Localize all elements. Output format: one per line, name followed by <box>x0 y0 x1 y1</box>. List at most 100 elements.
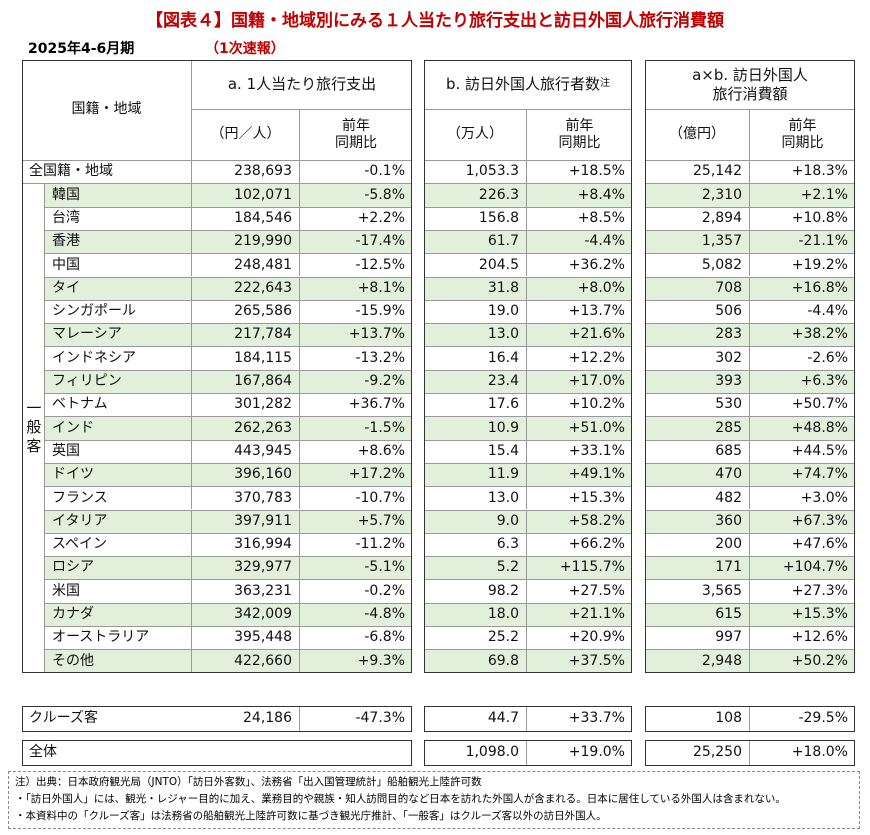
group-border <box>22 60 412 673</box>
cell: 24,186 <box>192 706 300 732</box>
cell: +27.5% <box>527 579 632 602</box>
row-label: 台湾 <box>45 206 192 230</box>
row-label: ロシア <box>45 556 192 580</box>
row-label: イタリア <box>45 509 192 533</box>
header-cell: （円／人） <box>192 110 300 160</box>
cell: +15.3% <box>750 602 855 626</box>
cell: 370,783 <box>192 486 300 510</box>
cell: -5.8% <box>300 183 412 207</box>
cell: 1,357 <box>645 229 750 254</box>
notes-box: 注）出典：日本政府観光局（JNTO）「訪日外客数」、法務省「出入国管理統計」船舶… <box>8 771 860 829</box>
header-cell: 国籍・地域 <box>22 60 192 160</box>
cell: -47.3% <box>355 710 405 727</box>
note: ・本資料中の「クルーズ客」は法務省の船舶観光上陸許可数に基づき観光庁推計、「一般… <box>15 810 607 822</box>
row-label: 香港 <box>45 229 192 254</box>
cell: 184,115 <box>192 346 300 370</box>
cell: 265,586 <box>192 299 300 324</box>
cell: 615 <box>645 602 750 626</box>
cell: 1,098.0 <box>424 740 527 766</box>
cell: -15.9% <box>300 299 412 323</box>
cell: 167,864 <box>192 369 300 393</box>
cell: -10.7% <box>300 486 412 509</box>
cell: +58.2% <box>527 509 632 533</box>
status: （1次速報） <box>205 41 285 57</box>
row-label: フィリピン <box>45 369 192 393</box>
cell: 204.5 <box>424 253 527 277</box>
cell: +18.3% <box>750 160 855 183</box>
cell: 19.0 <box>424 299 527 324</box>
row-label: シンガポール <box>45 299 192 324</box>
cell: 283 <box>645 323 750 347</box>
group-border <box>645 60 855 673</box>
cell: 9.0 <box>424 509 527 533</box>
title: 【図表４】国籍・地域別にみる１人当たり旅行支出と訪日外国人旅行消費額 <box>146 11 724 31</box>
header-cell: a×b. 訪日外国人 旅行消費額 <box>645 60 855 110</box>
cell: +2.2% <box>300 206 412 230</box>
cell: 342,009 <box>192 602 300 626</box>
cell: -4.8% <box>300 602 412 626</box>
cell: +18.5% <box>527 160 632 183</box>
cell: 16.4 <box>424 346 527 370</box>
cell: -0.2% <box>300 579 412 602</box>
cell: 13.0 <box>424 486 527 510</box>
cell: 31.8 <box>424 276 527 300</box>
cell: +36.7% <box>300 393 412 416</box>
group-border <box>645 740 855 766</box>
row-label: その他 <box>45 649 192 673</box>
cell: 17.6 <box>424 393 527 417</box>
cell: 470 <box>645 462 750 487</box>
cell: +19.2% <box>750 253 855 276</box>
cell: +18.0% <box>791 744 848 761</box>
cell: 69.8 <box>424 649 527 673</box>
cell: 396,160 <box>192 462 300 487</box>
cell: 108 <box>645 706 750 732</box>
row-label: 全体 <box>29 744 57 761</box>
cell: 329,977 <box>192 556 300 580</box>
cell: +74.7% <box>750 462 855 487</box>
cell: 222,643 <box>192 276 300 300</box>
cell: 301,282 <box>192 393 300 417</box>
cell: 217,784 <box>192 323 300 347</box>
cell: 997 <box>645 626 750 650</box>
row-label: スペイン <box>45 532 192 557</box>
group-border <box>424 740 632 766</box>
cell: 360 <box>645 509 750 533</box>
cell: +21.6% <box>527 323 632 347</box>
cell: 1,053.3 <box>424 160 527 184</box>
cell: 102,071 <box>192 183 300 207</box>
cell: +10.2% <box>527 393 632 416</box>
cell: +20.9% <box>527 626 632 649</box>
cell: -9.2% <box>300 369 412 393</box>
cell: +13.7% <box>527 299 632 323</box>
cell: +10.8% <box>750 206 855 230</box>
row-label: フランス <box>45 486 192 510</box>
cell: +51.0% <box>527 416 632 440</box>
cell: -0.1% <box>300 160 412 183</box>
cell: +17.2% <box>300 462 412 487</box>
cell: 184,546 <box>192 206 300 230</box>
row-label: 中国 <box>45 253 192 277</box>
header-cell: 前年 同期比 <box>558 117 601 152</box>
cell: +50.7% <box>750 393 855 416</box>
cell: 25.2 <box>424 626 527 650</box>
cell: 443,945 <box>192 439 300 463</box>
cell: +5.7% <box>300 509 412 533</box>
cell: 5.2 <box>424 556 527 580</box>
cell: -5.1% <box>300 556 412 580</box>
cell: 397,911 <box>192 509 300 533</box>
row-label: インド <box>45 416 192 440</box>
cell: +66.2% <box>527 532 632 556</box>
cell: 156.8 <box>424 206 527 230</box>
cell: -4.4% <box>527 229 632 254</box>
cell: 395,448 <box>192 626 300 650</box>
cell: -12.5% <box>300 253 412 276</box>
row-label: カナダ <box>45 602 192 626</box>
cell: 285 <box>645 416 750 440</box>
cell: 262,263 <box>192 416 300 440</box>
cell: +33.7% <box>568 710 625 727</box>
cell: -13.2% <box>300 346 412 369</box>
cell: -21.1% <box>750 229 855 254</box>
cell: -29.5% <box>798 710 848 727</box>
cell: 226.3 <box>424 183 527 207</box>
